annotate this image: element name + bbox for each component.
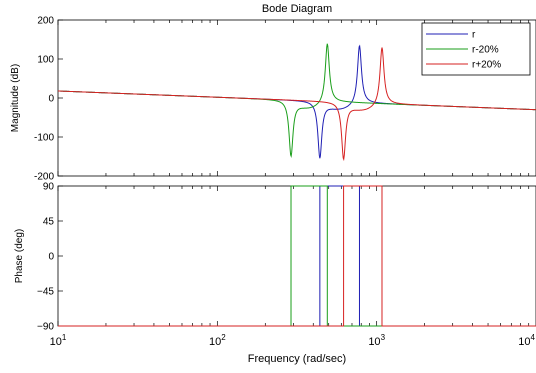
magnitude-y-tick-label: 0 [48,94,54,105]
magnitude-y-tick-label: -200 [34,172,54,183]
magnitude-y-tick-label: 200 [37,16,54,27]
magnitude-lines [57,43,536,162]
phase-line-rplus20pct [58,185,536,327]
phase-y-label: Phase (deg) [14,229,25,283]
magnitude-ticks: -200 -100 0 100 200 [34,16,530,183]
phase-y-tick-label: 90 [43,182,55,193]
magnitude-y-tick-label: 100 [37,55,54,66]
x-tick-label: 103 [368,333,385,348]
phase-y-tick-label: 45 [43,217,55,228]
legend: r r-20% r+20% [421,22,531,76]
magnitude-line-rplus20pct [57,47,536,162]
x-tick-labels: 101 102 103 104 [50,333,536,348]
legend-label: r [472,30,476,41]
legend-label: r+20% [472,60,501,71]
phase-y-tick-label: −90 [37,322,54,333]
x-axis-label: Frequency (rad/sec) [248,353,346,365]
x-tick-label: 104 [518,333,535,348]
x-tick-label: 102 [209,333,226,348]
legend-label: r-20% [472,45,499,56]
phase-y-tick-label: −45 [37,287,54,298]
phase-y-tick-label: 0 [48,252,54,263]
x-tick-label: 101 [50,333,67,348]
magnitude-y-tick-label: -100 [34,133,54,144]
phase-panel: −90 −45 0 45 90 Phase (deg) [14,182,536,333]
magnitude-y-label: Magnitude (dB) [10,64,21,132]
phase-axes-box [57,185,536,327]
phase-lines [58,185,536,327]
chart-title: Bode Diagram [262,3,332,15]
